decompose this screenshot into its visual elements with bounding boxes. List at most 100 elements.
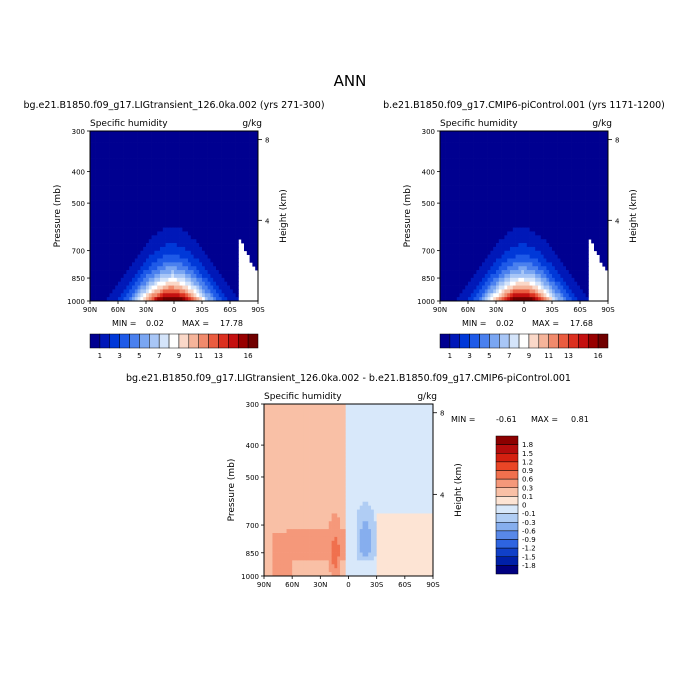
field-cell — [174, 204, 178, 209]
field-cell — [255, 254, 259, 259]
field-cell — [526, 223, 530, 228]
field-cell — [193, 246, 197, 252]
field-cell — [252, 219, 256, 225]
field-cell — [168, 165, 172, 170]
field-cell — [137, 219, 141, 225]
field-cell — [199, 258, 203, 263]
field-cell — [146, 177, 150, 182]
field-cell — [521, 185, 525, 190]
field-cell — [566, 181, 570, 186]
field-cell — [470, 293, 474, 298]
field-cell — [95, 134, 99, 140]
field-cell — [140, 134, 144, 140]
field-cell — [479, 277, 483, 283]
field-cell — [238, 181, 242, 186]
field-cell — [179, 293, 183, 298]
field-cell — [459, 134, 463, 140]
field-cell — [504, 196, 508, 201]
field-cell — [468, 173, 472, 178]
field-cell — [112, 142, 116, 147]
field-cell — [90, 223, 94, 228]
field-cell — [154, 146, 158, 151]
field-cell — [134, 181, 138, 186]
field-cell — [106, 173, 110, 178]
field-cell — [465, 223, 469, 228]
field-cell — [448, 204, 452, 209]
field-cell — [535, 161, 539, 167]
field-cell — [445, 138, 449, 143]
field-cell — [230, 227, 234, 232]
field-cell — [577, 297, 581, 302]
field-cell — [549, 138, 553, 143]
field-cell — [496, 158, 500, 163]
field-cell — [585, 185, 589, 190]
field-cell — [543, 273, 547, 279]
field-cell — [560, 169, 564, 174]
field-cell — [546, 254, 550, 259]
field-cell — [140, 188, 144, 194]
field-cell — [549, 239, 553, 244]
field-cell — [454, 270, 458, 275]
field-cell — [521, 262, 525, 267]
field-cell — [126, 246, 130, 252]
field-cell — [207, 254, 211, 259]
field-cell — [230, 293, 234, 298]
field-cell — [490, 250, 494, 255]
field-cell — [442, 208, 446, 213]
field-cell — [193, 188, 197, 194]
field-cell — [112, 146, 116, 151]
field-cell — [524, 131, 528, 136]
field-cell — [202, 165, 206, 170]
field-cell — [459, 223, 463, 228]
field-cell — [255, 250, 259, 255]
field-cell — [445, 181, 449, 186]
field-cell — [90, 231, 94, 236]
field-cell — [442, 273, 446, 279]
field-cell — [540, 270, 544, 275]
field-cell — [123, 165, 127, 170]
field-cell — [440, 192, 444, 198]
field-cell — [134, 177, 138, 182]
field-cell — [213, 161, 217, 167]
field-cell — [179, 277, 183, 283]
field-cell — [560, 146, 564, 151]
field-cell — [90, 262, 94, 267]
field-cell — [232, 285, 236, 290]
field-cell — [557, 243, 561, 248]
field-cell — [143, 208, 147, 213]
field-cell — [90, 146, 94, 151]
field-cell — [238, 165, 242, 170]
field-cell — [571, 231, 575, 236]
field-cell — [182, 177, 186, 182]
field-cell — [204, 297, 208, 302]
field-cell — [140, 273, 144, 279]
field-cell — [476, 258, 480, 263]
field-cell — [546, 212, 550, 217]
field-cell — [126, 192, 130, 198]
field-cell — [549, 270, 553, 275]
field-cell — [568, 216, 572, 221]
field-cell — [498, 250, 502, 255]
field-cell — [515, 281, 519, 286]
field-cell — [591, 134, 595, 140]
field-cell — [126, 289, 130, 294]
field-cell — [227, 262, 231, 267]
field-cell — [512, 196, 516, 201]
field-cell — [470, 188, 474, 194]
field-cell — [140, 235, 144, 240]
field-cell — [221, 250, 225, 255]
field-cell — [227, 266, 231, 271]
field-cell — [249, 165, 253, 170]
field-cell — [524, 188, 528, 194]
field-cell — [582, 134, 586, 140]
field-cell — [221, 219, 225, 225]
field-cell — [182, 208, 186, 213]
field-cell — [126, 216, 130, 221]
field-cell — [196, 177, 200, 182]
field-cell — [448, 223, 452, 228]
field-cell — [470, 181, 474, 186]
field-cell — [515, 250, 519, 255]
field-cell — [549, 243, 553, 248]
field-cell — [148, 293, 152, 298]
field-cell — [582, 165, 586, 170]
